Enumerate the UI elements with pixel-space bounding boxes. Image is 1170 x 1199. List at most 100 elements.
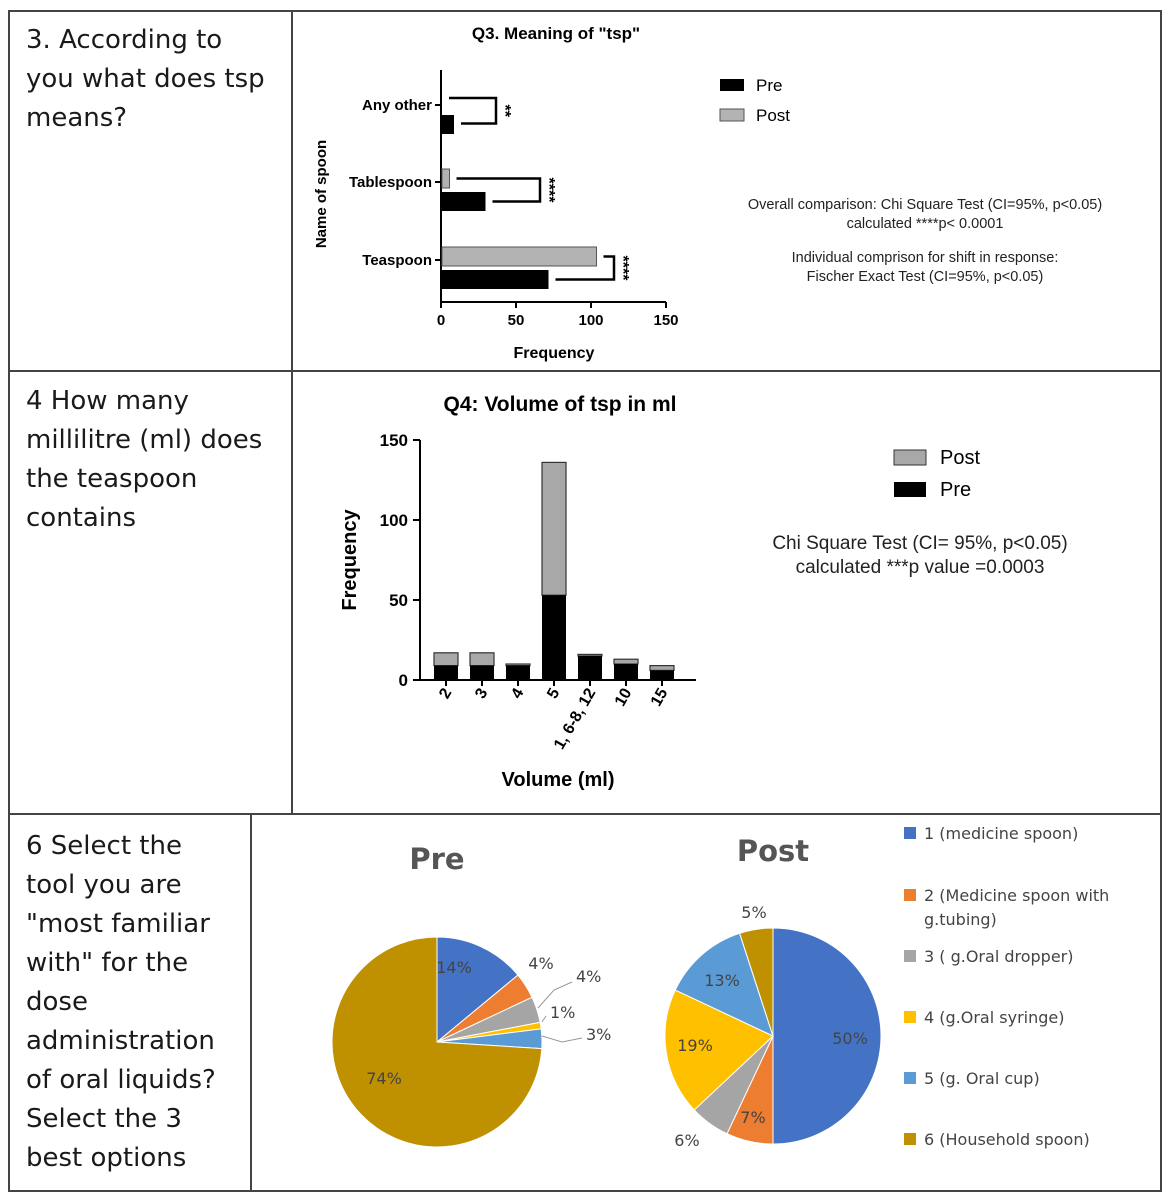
pie-value-label: 5% bbox=[741, 903, 766, 922]
bar-pre bbox=[578, 656, 602, 680]
chart-title: Q3. Meaning of "tsp" bbox=[472, 24, 640, 43]
y-tick-label: Teaspoon bbox=[362, 252, 432, 269]
bar-post bbox=[441, 168, 450, 189]
pie-title: Post bbox=[737, 834, 809, 868]
question-6-line: with" for the bbox=[26, 948, 189, 978]
y-axis-label: Frequency bbox=[339, 509, 361, 611]
pie-value-label: 1% bbox=[550, 1003, 575, 1022]
legend-swatch-post bbox=[719, 108, 745, 122]
bar-pre bbox=[442, 270, 549, 289]
bar-post bbox=[541, 461, 567, 596]
pie-value-label: 4% bbox=[528, 954, 553, 973]
legend-label-pre: Pre bbox=[756, 76, 782, 95]
legend-swatch bbox=[904, 1133, 916, 1145]
significance-stars: **** bbox=[614, 256, 631, 282]
pie-title: Pre bbox=[409, 842, 464, 876]
q4-stacked-bar-chart: Q4: Volume of tsp in ml 0 50 100 150 Frequenc… bbox=[339, 393, 980, 791]
y-tick-label: 150 bbox=[380, 431, 408, 450]
x-tick-label: 4 bbox=[508, 685, 527, 701]
bar-post bbox=[441, 246, 597, 267]
question-3-text: 3. According to you what does tsp means? bbox=[26, 21, 265, 138]
y-tick-label: Tablespoon bbox=[349, 174, 432, 191]
bar-post bbox=[577, 653, 603, 657]
leader-line bbox=[541, 1035, 583, 1043]
bar-pre bbox=[542, 595, 566, 680]
legend-swatch bbox=[904, 889, 916, 901]
pie-value-label: 14% bbox=[436, 958, 472, 977]
question-6-line: best options bbox=[26, 1143, 187, 1173]
question-6-line: of oral liquids? bbox=[26, 1065, 216, 1095]
q3-annotation-line: Fischer Exact Test (CI=95%, p<0.05) bbox=[806, 269, 1044, 285]
significance-stars: ** bbox=[496, 105, 513, 118]
x-tick-label: 3 bbox=[472, 685, 491, 701]
legend-label: 2 (Medicine spoon with g.tubing) bbox=[924, 886, 1110, 929]
legend-swatch bbox=[904, 827, 916, 839]
y-tick-label: Any other bbox=[362, 97, 432, 114]
legend-label: 6 (Household spoon) bbox=[924, 1130, 1090, 1149]
bar-post bbox=[649, 665, 675, 672]
x-tick-label: 5 bbox=[544, 685, 563, 701]
pie-value-label: 19% bbox=[677, 1036, 713, 1055]
question-3-line: means? bbox=[26, 103, 128, 133]
q4-test-annotation: Chi Square Test (CI= 95%, p<0.05) calcul… bbox=[720, 532, 1120, 580]
question-4-line: 4 How many bbox=[26, 386, 189, 416]
q3-bar-chart: Q3. Meaning of "tsp" 0 50 100 150 Frequency Na… bbox=[313, 24, 790, 362]
q4-annotation-line: Chi Square Test (CI= 95%, p<0.05) bbox=[772, 533, 1068, 554]
legend-label: 1 (medicine spoon) bbox=[924, 824, 1079, 843]
significance-bracket bbox=[555, 255, 616, 281]
y-axis-label: Name of spoon bbox=[313, 140, 330, 248]
pie-value-label: 4% bbox=[576, 967, 601, 986]
bar-post bbox=[433, 652, 459, 667]
q3-test-annotation: Overall comparison: Chi Square Test (CI=… bbox=[690, 196, 1160, 287]
pie-value-label: 50% bbox=[832, 1029, 868, 1048]
q3-annotation-line: Overall comparison: Chi Square Test (CI=… bbox=[747, 197, 1103, 213]
bar-pre bbox=[470, 665, 494, 680]
legend-label-post: Post bbox=[756, 106, 790, 125]
bar-post bbox=[613, 658, 639, 665]
bar-pre bbox=[650, 670, 674, 680]
pie-value-label: 13% bbox=[704, 971, 740, 990]
q3-annotation-line: Individual comprison for shift in respon… bbox=[791, 250, 1059, 266]
x-tick-label: 2 bbox=[436, 685, 455, 701]
x-tick-label: 0 bbox=[437, 312, 445, 329]
q3-annotation-line: calculated ****p< 0.0001 bbox=[846, 216, 1004, 232]
bar-post bbox=[469, 652, 495, 667]
chart-title: Q4: Volume of tsp in ml bbox=[444, 393, 677, 416]
significance-stars: **** bbox=[540, 178, 557, 204]
table-frame bbox=[8, 10, 1162, 1192]
bar-pre bbox=[434, 665, 458, 680]
legend-label-post: Post bbox=[940, 447, 980, 469]
question-4-line: the teaspoon bbox=[26, 464, 198, 494]
question-3-line: 3. According to bbox=[26, 25, 223, 55]
y-tick-label: 50 bbox=[389, 591, 408, 610]
legend-label-pre: Pre bbox=[940, 479, 971, 501]
legend-label: 5 (g. Oral cup) bbox=[924, 1069, 1040, 1088]
row-divider-2 bbox=[8, 813, 1162, 815]
legend-swatch bbox=[904, 950, 916, 962]
question-4-text: 4 How many millilitre (ml) does the teas… bbox=[26, 382, 262, 538]
legend-swatch bbox=[904, 1072, 916, 1084]
pie-slice bbox=[331, 936, 543, 1148]
x-tick-label: 10 bbox=[612, 685, 636, 709]
legend-label: 3 ( g.Oral dropper) bbox=[924, 947, 1074, 966]
legend-label: 4 (g.Oral syringe) bbox=[924, 1008, 1065, 1027]
x-axis-label: Frequency bbox=[514, 345, 595, 362]
q4-annotation-line: calculated ***p value =0.0003 bbox=[795, 557, 1045, 578]
legend-swatch-post bbox=[893, 449, 927, 466]
leader-line bbox=[537, 981, 573, 1009]
x-axis-label: Volume (ml) bbox=[502, 769, 615, 791]
pie-value-label: 6% bbox=[674, 1131, 699, 1150]
pie-value-label: 3% bbox=[586, 1025, 611, 1044]
question-6-line: Select the 3 bbox=[26, 1104, 182, 1134]
bar-pre bbox=[442, 192, 486, 211]
x-tick-label: 100 bbox=[578, 312, 603, 329]
question-3-line: you what does tsp bbox=[26, 64, 265, 94]
question-4-line: contains bbox=[26, 503, 137, 533]
y-tick-label: 100 bbox=[380, 511, 408, 530]
question-6-text: 6 Select the tool you are "most familiar… bbox=[26, 827, 216, 1178]
row-divider-1 bbox=[8, 370, 1162, 372]
pie-slice bbox=[738, 927, 774, 1037]
bar-pre bbox=[506, 665, 530, 680]
legend-swatch-pre bbox=[894, 482, 926, 497]
significance-bracket bbox=[456, 177, 542, 203]
